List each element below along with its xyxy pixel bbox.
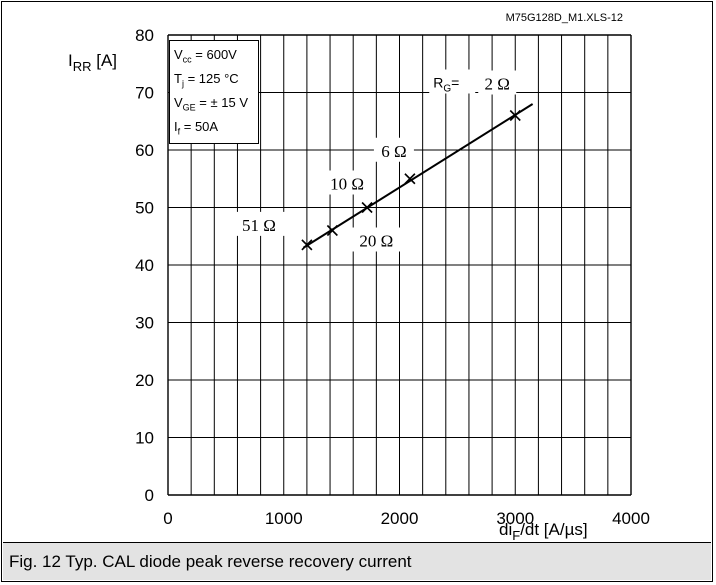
point-label-bg: [478, 70, 517, 95]
condition-row: Vcc = 600V: [174, 47, 237, 65]
data-point-marker: [509, 109, 521, 122]
y-tick-label: 30: [135, 314, 154, 333]
x-tick-label: 4000: [612, 509, 650, 528]
point-label-bg: [373, 137, 414, 162]
figure-caption: Fig. 12 Typ. CAL diode peak reverse reco…: [3, 542, 711, 580]
condition-row: VGE = ± 15 V: [174, 95, 248, 113]
y-tick-label: 80: [135, 26, 154, 45]
data-point-marker: [361, 201, 373, 214]
point-label: 20 Ω: [359, 232, 393, 251]
point-label-bg: [232, 211, 285, 236]
data-point-marker: [301, 239, 313, 251]
x-tick-label: 3000: [496, 509, 534, 528]
y-tick-label: 0: [145, 486, 154, 505]
y-tick-label: 10: [135, 429, 154, 448]
x-tick-label: 2000: [381, 509, 419, 528]
point-label-bg: [322, 170, 373, 195]
x-axis-label: diF/dt [A/µs]: [499, 520, 588, 543]
condition-row: Tj = 125 °C: [174, 71, 239, 89]
point-label: 2 Ω: [485, 75, 510, 94]
point-label: 10 Ω: [330, 175, 364, 194]
y-tick-label: 50: [135, 199, 154, 218]
y-tick-label: 70: [135, 84, 154, 103]
x-tick-label: 1000: [265, 509, 303, 528]
rg-label-bg: [429, 69, 476, 94]
series-line: [302, 103, 534, 249]
rg-label: RG=: [433, 75, 459, 95]
conditions-legend: Vcc = 600V Tj = 125 °C VGE = ± 15 V If = 50…: [169, 40, 259, 144]
file-tag: M75G128D_M1.XLS-12: [506, 12, 623, 24]
chart: 0 10 20 30 40 50 60 70 80 0 1000 2000 3000 4000 M75G12…: [68, 12, 650, 543]
data-point-marker: [404, 173, 416, 185]
x-tick-label: 0: [163, 509, 172, 528]
y-axis-label: IRR [A]: [68, 51, 117, 74]
data-point-marker: [326, 224, 338, 237]
point-label: 51 Ω: [242, 216, 276, 235]
y-tick-label: 40: [135, 256, 154, 275]
y-tick-label: 20: [135, 371, 154, 390]
condition-row: If = 50A: [174, 119, 219, 137]
point-label: 6 Ω: [381, 142, 406, 161]
point-label-bg: [350, 227, 403, 252]
y-tick-label: 60: [135, 141, 154, 160]
